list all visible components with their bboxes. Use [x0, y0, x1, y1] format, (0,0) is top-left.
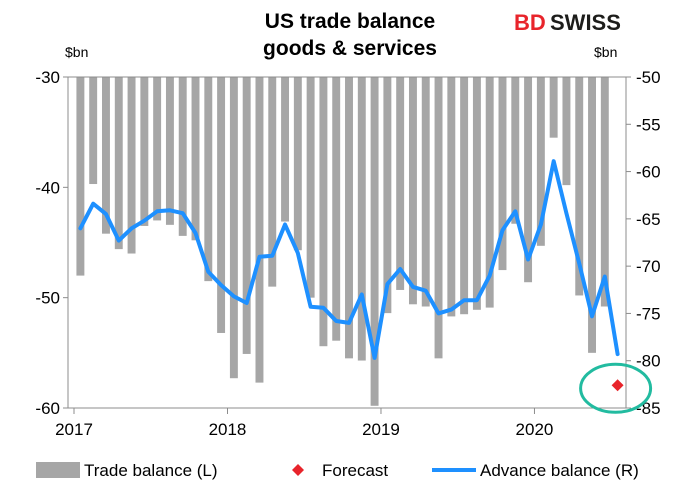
bar	[421, 77, 430, 307]
bar	[588, 77, 596, 353]
bar	[217, 77, 226, 333]
brand-logo: BD SWISS	[514, 4, 694, 38]
bar	[140, 77, 149, 226]
bar	[370, 77, 379, 406]
bar	[127, 77, 136, 254]
x-tick-label: 2019	[362, 420, 400, 439]
bar	[165, 77, 174, 225]
bar	[524, 77, 533, 283]
right-axis-unit: $bn	[594, 44, 617, 60]
legend: Trade balance (L) Forecast Advance balance…	[36, 461, 639, 480]
bar	[536, 77, 545, 246]
bar	[460, 77, 469, 315]
bar	[89, 77, 98, 185]
legend-swatch-trade-balance	[36, 462, 80, 478]
bar	[281, 77, 290, 222]
left-tick-label: -30	[35, 68, 60, 87]
advance-balance-line	[78, 159, 620, 360]
x-tick-label: 2020	[516, 420, 554, 439]
bar	[255, 77, 264, 383]
right-tick-label: -85	[636, 399, 661, 418]
bar	[600, 77, 609, 307]
bar	[319, 77, 328, 347]
right-tick-label: -65	[636, 210, 661, 229]
bar	[268, 77, 277, 287]
forecast-marker	[611, 379, 624, 392]
bar	[485, 77, 494, 308]
chart-title-line1: US trade balance	[265, 10, 435, 33]
plot-area: -30 -40 -50 -60 -50 -55 -60 -65 -70 -75 -80 -85 2017…	[35, 68, 660, 439]
legend-label-advance-balance: Advance balance (R)	[480, 461, 639, 480]
bar	[408, 77, 417, 305]
legend-label-trade-balance: Trade balance (L)	[84, 461, 218, 480]
bar	[357, 77, 366, 361]
bar	[114, 77, 123, 250]
left-tick-label: -50	[35, 289, 60, 308]
bar	[434, 77, 443, 359]
forecast-highlight-circle	[579, 362, 653, 414]
right-tick-label: -75	[636, 304, 661, 323]
bar	[345, 77, 353, 359]
bar	[76, 77, 85, 276]
bar	[396, 77, 405, 290]
bar	[204, 77, 213, 282]
right-tick-label: -50	[636, 68, 661, 87]
x-tick-label: 2017	[55, 420, 93, 439]
legend-label-forecast: Forecast	[322, 461, 388, 480]
bar	[562, 77, 571, 186]
brand-logo-svg: BD SWISS	[514, 10, 621, 35]
right-tick-label: -60	[636, 163, 661, 182]
right-tick-label: -70	[636, 257, 661, 276]
bar	[242, 77, 251, 354]
chart-title-line2: goods & services	[263, 37, 437, 60]
bar	[332, 77, 341, 341]
bar	[383, 77, 392, 314]
bar	[306, 77, 315, 298]
brand-logo-part1: BD	[514, 10, 546, 35]
bar	[153, 77, 162, 221]
bar	[229, 77, 238, 379]
bar	[447, 77, 456, 317]
bar	[178, 77, 187, 236]
bar	[575, 77, 584, 296]
x-tick-label: 2018	[209, 420, 247, 439]
bar	[191, 77, 200, 241]
right-tick-label: -55	[636, 115, 661, 134]
bar	[549, 77, 558, 138]
bar	[102, 77, 110, 234]
bar	[511, 77, 520, 224]
left-tick-label: -60	[35, 399, 60, 418]
bar	[293, 77, 302, 251]
left-tick-label: -40	[35, 178, 60, 197]
left-axis-unit: $bn	[65, 44, 88, 60]
brand-logo-part2: SWISS	[550, 10, 621, 35]
right-tick-label: -80	[636, 352, 661, 371]
bar	[498, 77, 507, 271]
bar	[472, 77, 481, 310]
legend-swatch-forecast	[292, 464, 304, 476]
